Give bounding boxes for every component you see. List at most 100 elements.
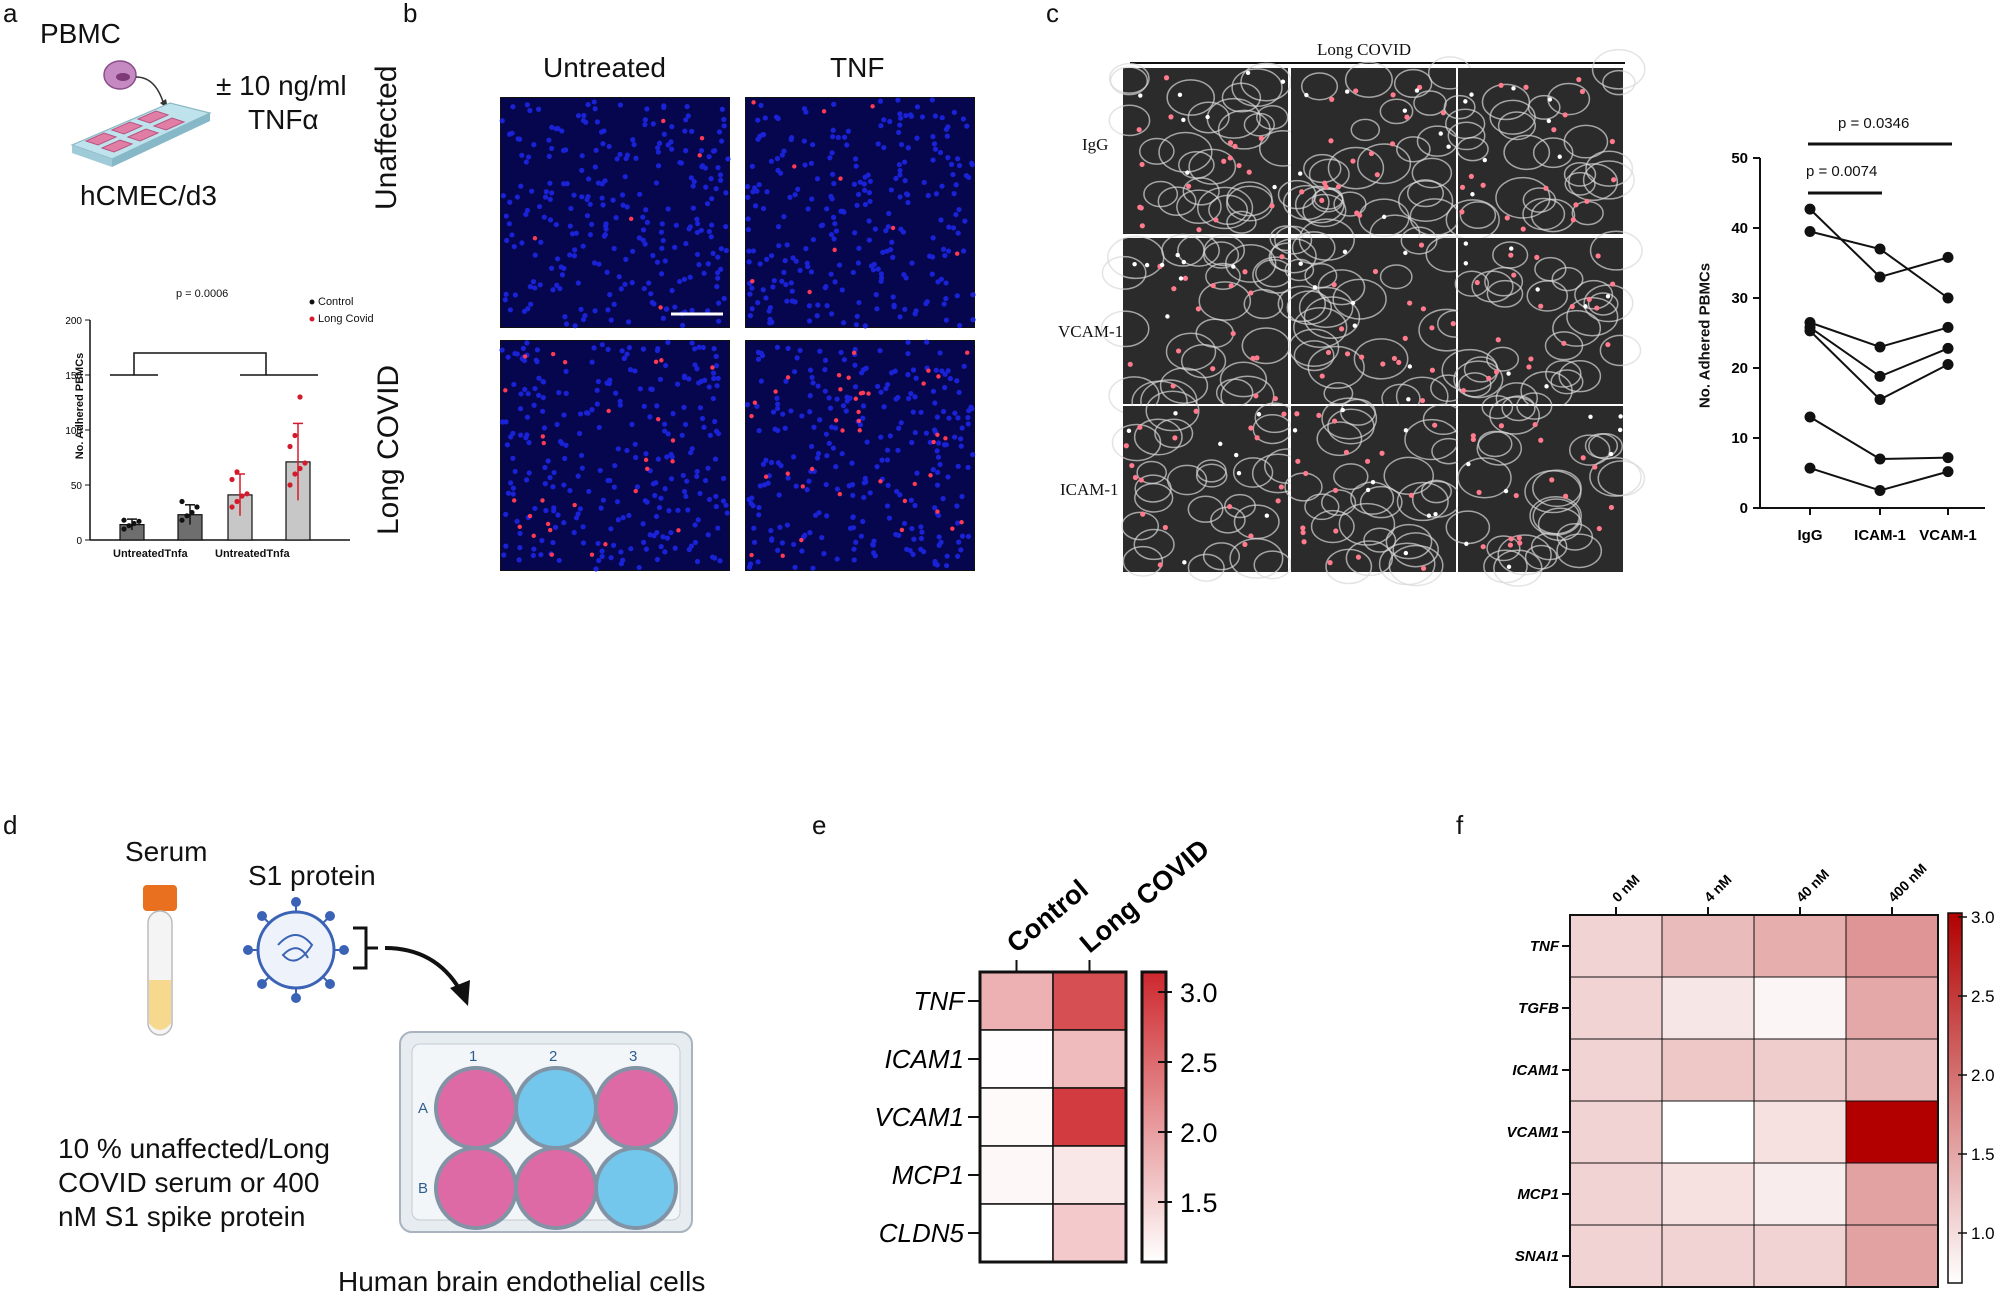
data-point bbox=[287, 482, 293, 488]
heat-cell-f bbox=[1753, 976, 1847, 1040]
heat-cell-f bbox=[1569, 1224, 1663, 1288]
legend-control: Control bbox=[318, 296, 354, 308]
treatment-dose: ± 10 ng/ml bbox=[216, 70, 347, 101]
scale-tick-label-e: 1.5 bbox=[1180, 1188, 1218, 1218]
pbmc-label: PBMC bbox=[40, 18, 121, 49]
p-value-igg-icam1: p = 0.0074 bbox=[1806, 163, 1878, 180]
serum-label: Serum bbox=[125, 836, 208, 867]
data-point bbox=[292, 471, 298, 477]
culture-plate-illustration bbox=[70, 60, 212, 167]
heat-cell-e bbox=[979, 971, 1054, 1031]
heat-cell-f bbox=[1661, 1162, 1755, 1226]
pair-point bbox=[1804, 325, 1816, 337]
image-unaffected-untreated bbox=[499, 97, 731, 329]
row-label-icam1: ICAM-1 bbox=[1060, 480, 1119, 499]
plate-row-b: B bbox=[418, 1180, 429, 1197]
scale-tick-label-f: 3.0 bbox=[1971, 908, 1995, 927]
treatment-desc-3: nM S1 spike protein bbox=[58, 1201, 306, 1232]
data-point bbox=[287, 443, 293, 450]
heat-cell-f bbox=[1569, 1162, 1663, 1226]
row-label-e-icam1: ICAM1 bbox=[885, 1044, 964, 1074]
y-tick-label-a: 0 bbox=[76, 536, 82, 547]
plate-row-a: A bbox=[418, 1100, 429, 1117]
pair-line bbox=[1809, 416, 1949, 461]
row-label-unaffected: Unaffected bbox=[370, 65, 403, 210]
col-label-f-0: 0 nM bbox=[1609, 871, 1643, 905]
heat-cell-e bbox=[979, 1203, 1054, 1263]
heat-cell-e bbox=[1052, 971, 1127, 1031]
heat-cell-f bbox=[1569, 1038, 1663, 1102]
pair-point bbox=[1874, 271, 1886, 283]
data-point bbox=[121, 517, 127, 523]
y-tick-label-c: 20 bbox=[1731, 360, 1748, 377]
pair-line bbox=[1809, 230, 1949, 299]
row-label-e-vcam1: VCAM1 bbox=[874, 1102, 964, 1132]
confocal-tile bbox=[1277, 56, 1473, 253]
image-unaffected-tnf bbox=[744, 97, 976, 329]
scale-tick-label-e: 2.5 bbox=[1180, 1048, 1218, 1078]
data-point bbox=[234, 498, 240, 505]
s1-protein-label: S1 protein bbox=[248, 860, 376, 891]
row-label-f-tgfb: TGFB bbox=[1518, 1000, 1559, 1017]
col-label-tnf: TNF bbox=[830, 52, 885, 83]
p-value-a: p = 0.0006 bbox=[176, 288, 229, 300]
confocal-tile bbox=[1270, 218, 1476, 417]
plate-col-1: 1 bbox=[469, 1048, 478, 1065]
plate-col-3: 3 bbox=[629, 1048, 638, 1065]
heat-cell-f bbox=[1845, 914, 1939, 978]
y-tick-label-c: 50 bbox=[1731, 150, 1748, 167]
paired-line-chart: 0 10 20 30 40 50 IgG ICAM-1 VCAM-1 bbox=[1731, 142, 1985, 544]
pair-point bbox=[1942, 452, 1954, 464]
data-point bbox=[194, 504, 200, 510]
arrow-to-plate bbox=[384, 946, 470, 1006]
heat-cell-f bbox=[1661, 976, 1755, 1040]
y-tick-label-c: 10 bbox=[1731, 430, 1748, 447]
col-label-f-1: 4 nM bbox=[1701, 871, 1735, 905]
panel-label-e: e bbox=[812, 810, 827, 840]
well-plate-illustration bbox=[399, 1031, 693, 1233]
heat-border-f bbox=[1569, 914, 1939, 1288]
panel-label-a: a bbox=[3, 0, 18, 28]
heat-cell-f bbox=[1661, 1100, 1755, 1164]
s1-virus-illustration bbox=[243, 897, 378, 1003]
pair-point bbox=[1874, 485, 1886, 496]
data-point bbox=[234, 469, 240, 475]
y-tick-label-a: 200 bbox=[65, 316, 82, 327]
scale-tick-label-f: 2.0 bbox=[1971, 1066, 1995, 1085]
significance-bracket-a bbox=[110, 352, 318, 376]
long-covid-header: Long COVID bbox=[1317, 40, 1411, 59]
heat-cell-f bbox=[1845, 1038, 1939, 1102]
heat-cell-e bbox=[1052, 1203, 1127, 1263]
heat-cell-f bbox=[1569, 976, 1663, 1040]
pair-point bbox=[1804, 226, 1816, 237]
heat-cell-f bbox=[1845, 1162, 1939, 1226]
scale-tick-label-e: 2.0 bbox=[1180, 1118, 1218, 1148]
data-point bbox=[239, 493, 245, 499]
y-tick-label-c: 40 bbox=[1731, 220, 1748, 237]
legend-dot-control bbox=[309, 299, 315, 305]
heat-cell-f bbox=[1661, 1038, 1755, 1102]
data-point bbox=[297, 394, 303, 400]
treatment-name: TNFα bbox=[248, 104, 319, 135]
image-long-covid-tnf bbox=[744, 339, 976, 571]
y-tick-label-c: 0 bbox=[1740, 500, 1748, 517]
bar-chart-adhered-pbmcs: 0 50 100 150 200 bbox=[65, 299, 350, 547]
confocal-tile bbox=[1441, 230, 1643, 415]
confocal-tile bbox=[1443, 48, 1646, 241]
x-tick-label-c: ICAM-1 bbox=[1854, 527, 1906, 544]
data-point bbox=[121, 526, 127, 532]
y-tick-label-a: 150 bbox=[65, 371, 82, 382]
heat-cell-e bbox=[979, 1145, 1054, 1205]
image-long-covid-untreated bbox=[499, 339, 730, 572]
color-scale-f bbox=[1947, 912, 1963, 1284]
data-point bbox=[292, 432, 298, 439]
data-point bbox=[229, 476, 235, 483]
pair-point bbox=[1804, 462, 1816, 474]
plate-col-2: 2 bbox=[549, 1048, 558, 1065]
y-tick-label-a: 100 bbox=[65, 426, 82, 437]
col-label-f-3: 400 nM bbox=[1885, 860, 1930, 905]
col-label-e-1: Long COVID bbox=[1074, 833, 1215, 958]
row-label-f-mcp1: MCP1 bbox=[1517, 1186, 1559, 1203]
scale-tick-label-e: 3.0 bbox=[1180, 978, 1218, 1008]
pair-point bbox=[1942, 292, 1954, 304]
